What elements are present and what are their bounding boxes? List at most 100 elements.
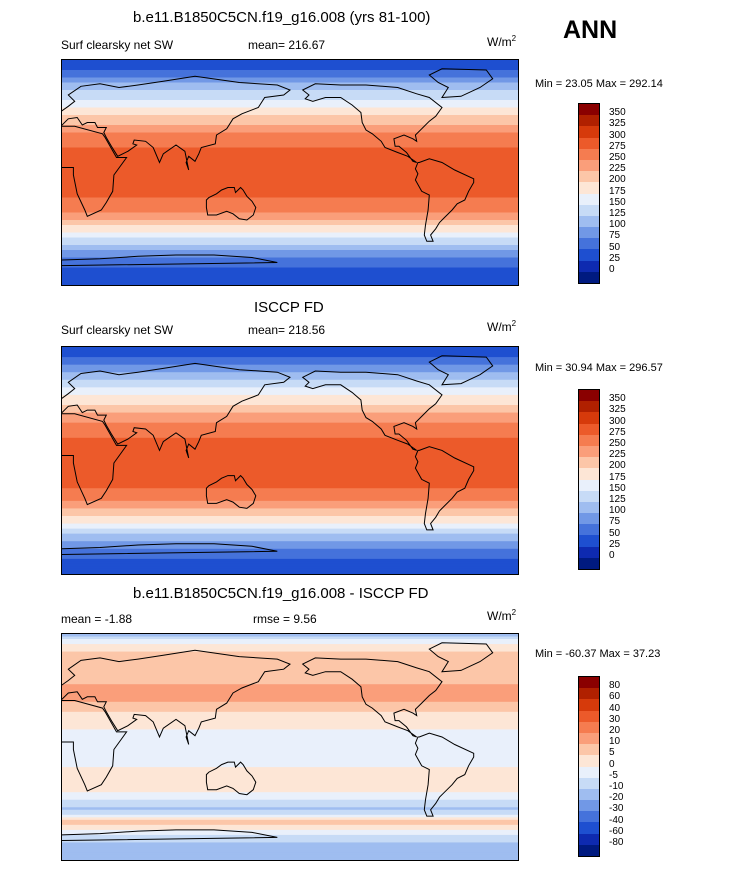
lat-band [62, 518, 518, 522]
coast-north-america [301, 83, 443, 163]
lat-band [62, 157, 518, 161]
lat-band [62, 505, 518, 510]
lat-band [62, 257, 518, 261]
lat-band [62, 749, 518, 753]
lat-band [62, 829, 518, 833]
colorbar-tick-label: 150 [609, 482, 626, 494]
lat-band [62, 237, 518, 241]
colorbar-segment [579, 833, 599, 845]
colorbar-segment [579, 126, 599, 138]
colorbar-tick-label: 100 [609, 219, 626, 231]
colorbar-segment [579, 788, 599, 801]
lat-band [62, 636, 518, 640]
colorbar-segment [579, 104, 599, 116]
lat-band [62, 779, 518, 783]
lat-band [62, 440, 518, 444]
panel2-minmax: Min = 30.94 Max = 296.57 [535, 362, 663, 374]
lat-band [62, 757, 518, 761]
lat-band [62, 654, 518, 658]
lat-band [62, 548, 518, 552]
lat-band [62, 485, 518, 489]
lat-band [62, 142, 518, 146]
lat-band [62, 792, 518, 796]
lat-band [62, 543, 518, 547]
lat-band [62, 347, 518, 351]
lat-band [62, 478, 518, 482]
lat-band [62, 551, 518, 555]
lat-band [62, 364, 518, 368]
lat-band [62, 490, 518, 494]
lat-band [62, 483, 518, 487]
lat-band [62, 709, 518, 713]
lat-band [62, 777, 518, 781]
coast-greenland [428, 355, 494, 386]
lat-band [62, 526, 518, 530]
colorbar-segment [579, 501, 599, 514]
lat-band [62, 641, 518, 645]
panel3-colorbar [578, 676, 600, 857]
lat-band [62, 814, 518, 818]
lat-band [62, 195, 518, 199]
lat-band [62, 558, 518, 562]
lat-band [62, 724, 518, 728]
lat-band [62, 736, 518, 741]
colorbar-segment [579, 137, 599, 149]
lat-band [62, 442, 518, 446]
lat-band [62, 744, 518, 748]
lat-band [62, 731, 518, 736]
lat-band [62, 807, 518, 811]
lat-band [62, 634, 518, 638]
lat-band [62, 508, 518, 512]
lat-band [62, 460, 518, 464]
colorbar-tick-label: 0 [609, 550, 615, 561]
lat-band [62, 691, 518, 695]
colorbar-tick-label: 75 [609, 230, 621, 242]
lat-band [62, 659, 518, 663]
colorbar-tick-label: -40 [609, 814, 624, 826]
lat-band [62, 844, 518, 849]
colorbar-tick-label: 80 [609, 680, 621, 692]
colorbar-tick-label: 325 [609, 118, 626, 130]
lat-band [62, 721, 518, 725]
lat-band [62, 197, 518, 201]
lat-band [62, 205, 518, 209]
lat-band [62, 541, 518, 545]
lat-band [62, 215, 518, 219]
lat-band [62, 374, 518, 378]
colorbar-segment [579, 710, 599, 722]
lat-band [62, 160, 518, 164]
lat-band [62, 210, 518, 214]
lat-band [62, 696, 518, 700]
lat-band [62, 369, 518, 373]
lat-band [62, 546, 518, 550]
lat-band [62, 260, 518, 264]
colorbar-tick-label: 275 [609, 140, 626, 152]
lat-band [62, 719, 518, 723]
lat-band [62, 432, 518, 436]
lat-band [62, 824, 518, 828]
lat-band [62, 137, 518, 141]
coast-south-america [414, 446, 475, 531]
lat-band [62, 235, 518, 239]
lat-band [62, 528, 518, 532]
lat-band [62, 252, 518, 256]
colorbar-segment [579, 844, 599, 856]
lat-band [62, 145, 518, 149]
lat-band [62, 832, 518, 836]
lat-band [62, 70, 518, 74]
colorbar-tick-label: 125 [609, 494, 626, 505]
lat-band [62, 515, 518, 520]
lat-band [62, 394, 518, 399]
lat-band [62, 772, 518, 776]
lat-band [62, 521, 518, 525]
lat-band [62, 533, 518, 537]
coast-north-america [301, 370, 443, 451]
lat-band [62, 115, 518, 119]
lat-band [62, 794, 518, 798]
colorbar-segment [579, 777, 599, 789]
colorbar-tick-label: 200 [609, 460, 626, 472]
lat-band [62, 676, 518, 680]
colorbar-segment [579, 721, 599, 733]
lat-band [62, 162, 518, 166]
colorbar-segment [579, 159, 599, 172]
